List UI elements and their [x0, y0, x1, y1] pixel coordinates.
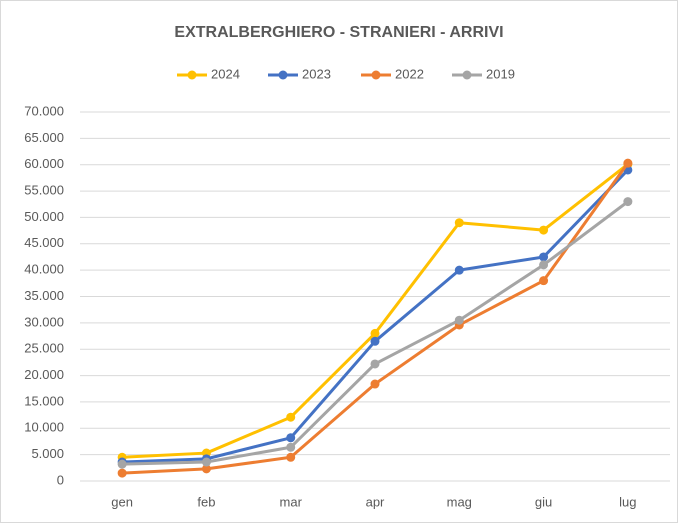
- legend-marker: [371, 70, 381, 80]
- data-point: [623, 197, 633, 207]
- data-point: [286, 452, 296, 462]
- y-tick-label: 40.000: [24, 262, 64, 277]
- data-point: [539, 252, 549, 262]
- y-tick-label: 5.000: [31, 446, 64, 461]
- legend-label: 2024: [211, 66, 240, 81]
- y-tick-label: 25.000: [24, 341, 64, 356]
- data-point: [370, 336, 380, 346]
- x-tick-label: feb: [197, 494, 215, 509]
- y-tick-label: 20.000: [24, 367, 64, 382]
- data-point: [201, 457, 211, 467]
- data-point: [539, 276, 549, 286]
- legend-label: 2022: [395, 66, 424, 81]
- data-point: [117, 459, 127, 469]
- data-point: [454, 315, 464, 325]
- data-point: [286, 412, 296, 422]
- y-tick-label: 35.000: [24, 288, 64, 303]
- y-tick-label: 15.000: [24, 393, 64, 408]
- data-point: [623, 158, 633, 168]
- legend-label: 2023: [302, 66, 331, 81]
- data-point: [370, 379, 380, 389]
- y-tick-label: 0: [57, 472, 64, 487]
- x-tick-label: gen: [111, 494, 133, 509]
- data-point: [117, 468, 127, 478]
- chart-title: EXTRALBERGHIERO - STRANIERI - ARRIVI: [174, 24, 503, 41]
- data-point: [286, 442, 296, 452]
- y-tick-label: 60.000: [24, 156, 64, 171]
- legend-marker: [462, 70, 472, 80]
- y-tick-label: 50.000: [24, 209, 64, 224]
- x-tick-label: apr: [366, 494, 385, 509]
- data-point: [370, 328, 380, 338]
- data-point: [539, 225, 549, 235]
- y-tick-label: 55.000: [24, 183, 64, 198]
- data-point: [370, 359, 380, 369]
- y-tick-label: 10.000: [24, 420, 64, 435]
- x-tick-label: lug: [619, 494, 636, 509]
- data-point: [454, 265, 464, 275]
- data-point: [201, 464, 211, 474]
- data-point: [286, 433, 296, 443]
- y-tick-label: 65.000: [24, 130, 64, 145]
- y-tick-label: 70.000: [24, 103, 64, 118]
- data-point: [539, 260, 549, 270]
- x-tick-label: giu: [535, 494, 552, 509]
- x-tick-label: mag: [447, 494, 472, 509]
- legend-marker: [187, 70, 197, 80]
- data-point: [454, 218, 464, 228]
- legend-marker: [278, 70, 288, 80]
- x-tick-label: mar: [280, 494, 303, 509]
- y-tick-label: 45.000: [24, 235, 64, 250]
- y-tick-label: 30.000: [24, 314, 64, 329]
- legend-label: 2019: [486, 66, 515, 81]
